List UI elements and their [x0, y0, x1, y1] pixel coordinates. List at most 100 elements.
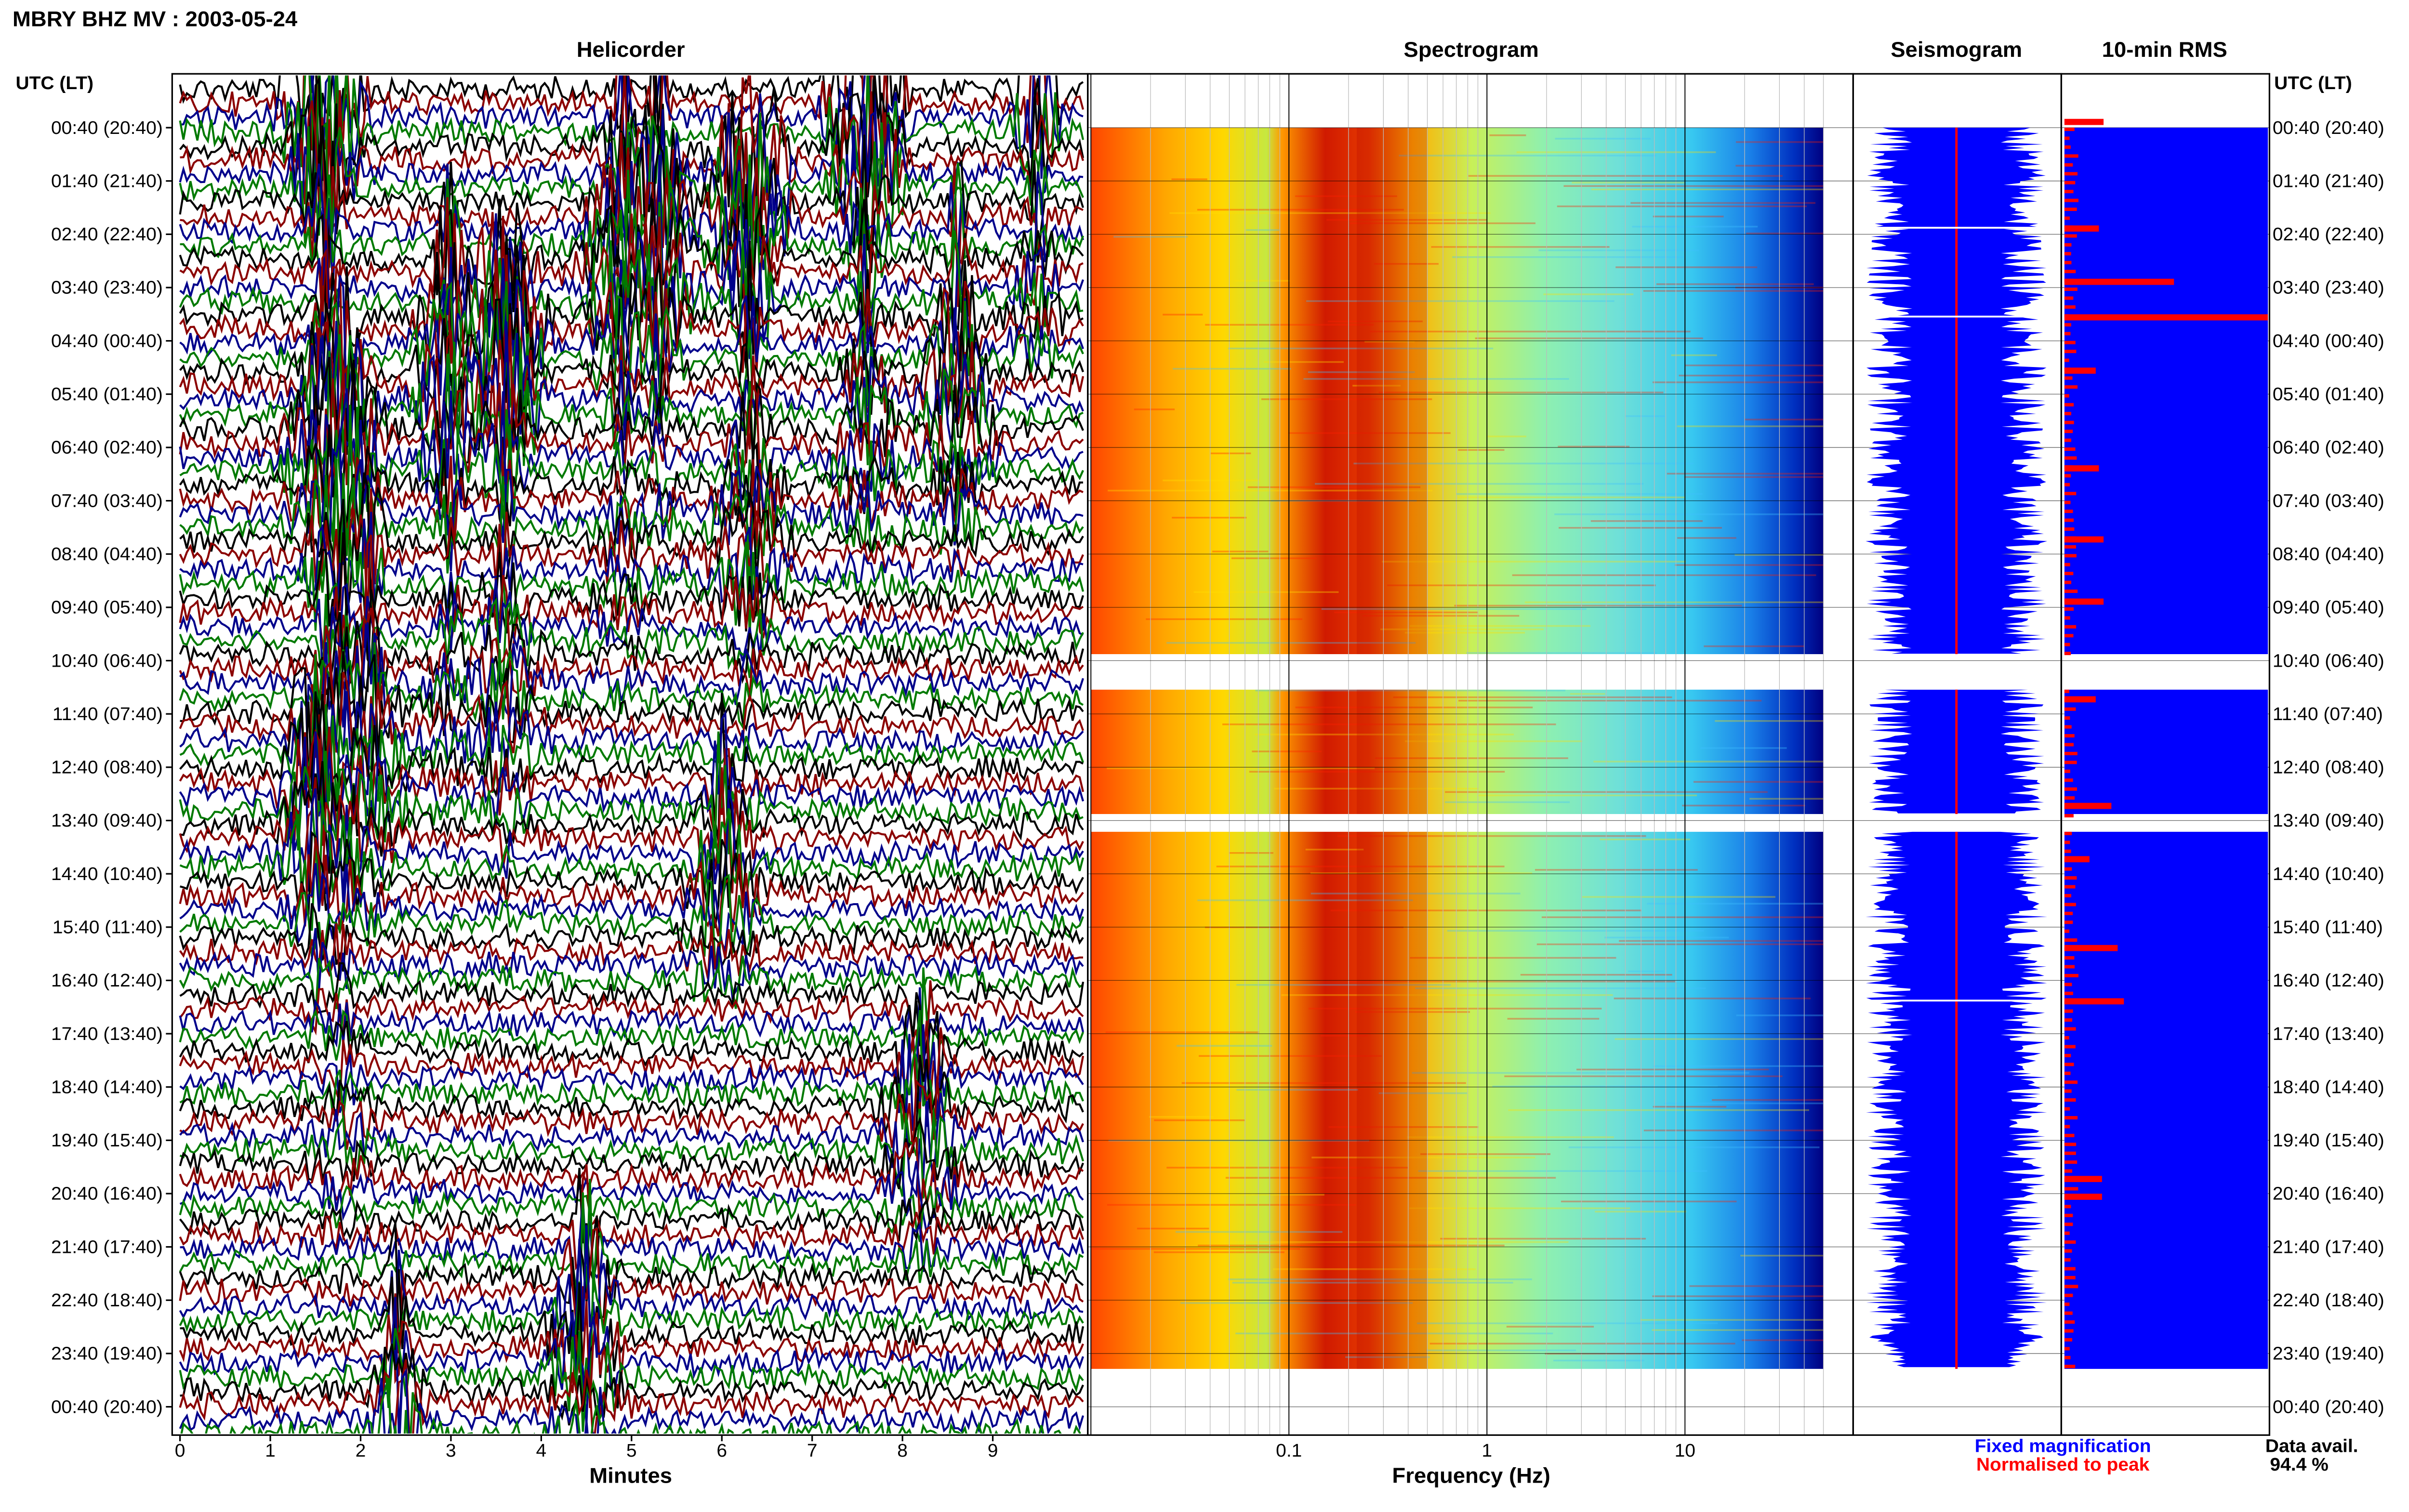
data-avail-value: 94.4 %: [2270, 1454, 2328, 1475]
minutes-tick-label: 3: [446, 1440, 456, 1461]
helicorder-trace: [180, 830, 1084, 929]
spectrogram-stripe: [1628, 970, 1664, 973]
rms-bar: [2064, 154, 2078, 158]
spectrogram-stripe: [1134, 408, 1175, 410]
spectrogram-stripe: [1508, 1109, 1809, 1111]
rms-bar: [2064, 421, 2074, 424]
spectrogram-stripe: [1404, 631, 1525, 634]
spectrogram-stripe: [1255, 734, 1514, 736]
spectrogram-stripe: [1444, 801, 1570, 803]
rms-bar: [2064, 358, 2069, 362]
rms-bar: [2064, 911, 2073, 915]
spectrogram-stripe: [1582, 896, 1775, 898]
spectrogram-stripe: [1177, 1045, 1272, 1047]
helicorder-trace: [179, 472, 1084, 615]
rms-bar: [2064, 563, 2070, 566]
time-tick-label-left: 14:40 (10:40): [51, 864, 163, 884]
rms-bar: [2064, 305, 2076, 309]
spectrogram-stripe: [1234, 280, 1290, 282]
spectrogram-stripe: [1153, 1251, 1284, 1253]
time-tick-label-left: 23:40 (19:40): [51, 1343, 163, 1364]
frequency-axis: 0.1 1 10: [1276, 1440, 1695, 1461]
rms-bar: [2064, 163, 2073, 167]
rms-peak-bar: [2064, 802, 2112, 809]
rms-bar: [2064, 234, 2077, 238]
rms-peak-bar: [2064, 998, 2124, 1005]
time-tick-label-left: 00:40 (20:40): [51, 118, 163, 138]
spectrogram-stripe: [1749, 798, 1824, 800]
spectrogram-stripe: [1538, 249, 1699, 251]
spectrogram-stripe: [1745, 419, 1824, 421]
spectrogram-stripe: [1393, 696, 1672, 698]
rms-bar: [2064, 1071, 2071, 1075]
spectrogram-stripe: [1404, 740, 1583, 742]
rms-bar: [2064, 885, 2076, 889]
time-header-right: UTC (LT): [2274, 73, 2352, 94]
spectrogram-stripe: [1326, 219, 1487, 221]
rms-bar: [2064, 1036, 2069, 1040]
rms-peak-bar: [2064, 856, 2090, 863]
spectrogram-stripe: [1487, 435, 1526, 437]
spectrogram-stripe: [1303, 378, 1569, 380]
time-tick-label-left: 06:40 (02:40): [51, 437, 163, 458]
spectrogram-title: Spectrogram: [1403, 38, 1538, 62]
frequency-tick-label: 1: [1482, 1440, 1492, 1461]
spectrogram-stripe: [1640, 1319, 1824, 1321]
rms-bar: [2064, 545, 2076, 549]
spectrogram-stripe: [1506, 1326, 1594, 1328]
minutes-tick-label: 4: [536, 1440, 547, 1461]
time-tick-label-right: 16:40 (12:40): [2273, 970, 2384, 991]
rms-bar: [2064, 973, 2078, 977]
spectrogram-dominant-band: [1356, 689, 1428, 814]
spectrogram-stripe: [1353, 462, 1694, 465]
spectrogram-stripe: [1229, 852, 1273, 854]
spectrogram-stripe: [1205, 324, 1374, 326]
rms-peak-bar: [2064, 598, 2104, 605]
rms-bar: [2064, 1311, 2073, 1315]
spectrogram-stripe: [1671, 354, 1717, 356]
spectrogram-stripe: [1232, 1282, 1513, 1284]
rms-bar: [2064, 296, 2074, 300]
helicorder-trace: [179, 873, 1084, 973]
rms-bar: [2064, 128, 2075, 131]
rms-bar: [2064, 1213, 2073, 1217]
helicorder-trace: [179, 1185, 1084, 1242]
spectrogram-stripe: [1563, 185, 1824, 187]
rms-bar: [2064, 778, 2073, 782]
rms-bar: [2064, 136, 2070, 140]
rms-bar: [2064, 527, 2075, 531]
helicorder-trace: [179, 1367, 1085, 1434]
spectrogram-stripe: [1652, 1329, 1824, 1331]
spectrogram-stripe: [1430, 1342, 1735, 1345]
helicorder-trace: [179, 1110, 1085, 1199]
rms-bar: [2064, 261, 2072, 264]
spectrogram-stripe: [1321, 608, 1587, 610]
rms-bar: [2064, 385, 2078, 389]
rms-bar: [2064, 394, 2069, 398]
helicorder-trace: [179, 456, 1084, 552]
spectrogram-stripe: [1378, 392, 1664, 394]
spectrogram-stripe: [1652, 381, 1824, 383]
spectrogram-dominant-band: [1356, 831, 1428, 1369]
spectrogram-stripe: [1169, 212, 1491, 214]
spectrogram-stripe: [1330, 909, 1642, 911]
helicorder-trace: [179, 622, 1085, 728]
rms-peak-bar: [2064, 368, 2096, 374]
spectrogram-stripe: [1516, 151, 1716, 153]
spectrogram-stripe: [1426, 1349, 1576, 1352]
spectrogram-stripe: [1420, 1153, 1550, 1155]
spectrogram-stripe: [1163, 479, 1260, 482]
spectrogram-stripe: [1677, 537, 1736, 539]
spectrogram-stripe: [1572, 182, 1684, 184]
spectrogram-stripe: [1524, 601, 1824, 604]
rms-bar: [2064, 1205, 2071, 1209]
spectrogram-stripe: [1246, 229, 1280, 231]
helicorder-trace: [179, 1179, 1084, 1331]
rms-bar: [2064, 456, 2077, 460]
spectrogram-stripe: [1507, 1018, 1600, 1020]
helicorder-trace: [179, 837, 1084, 937]
spectrogram-stripe: [1604, 936, 1729, 939]
spectrogram-stripe: [1166, 1167, 1409, 1169]
time-tick-label-right: 14:40 (10:40): [2273, 864, 2384, 884]
